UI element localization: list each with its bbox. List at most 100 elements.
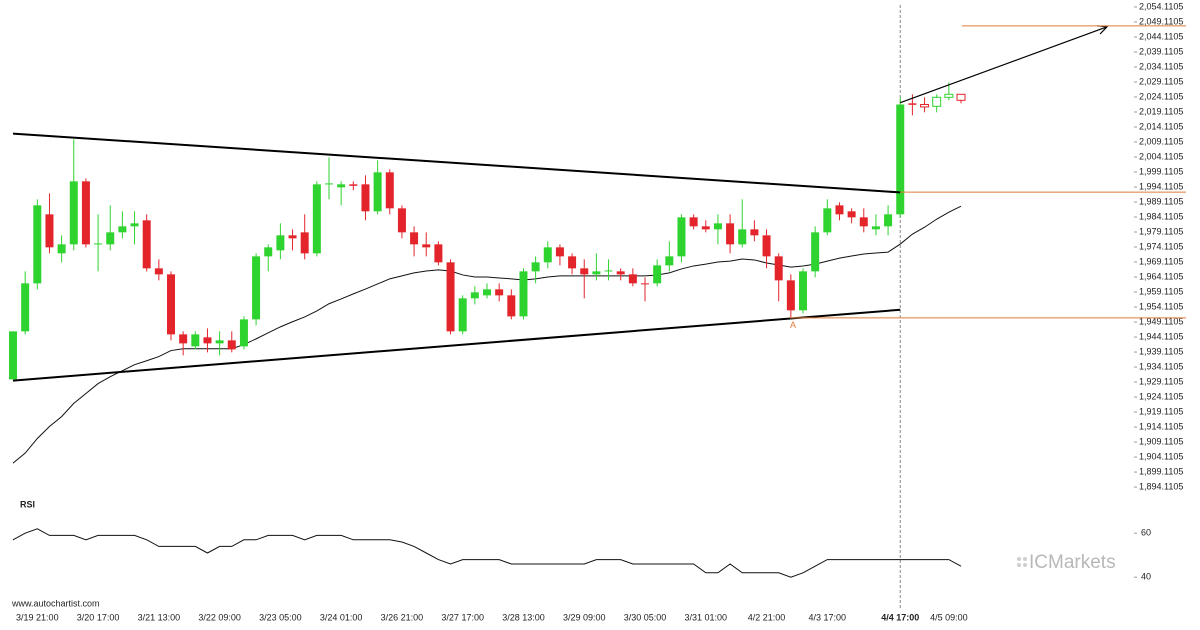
candle-body xyxy=(397,208,406,233)
x-tick-label: 3/29 09:00 xyxy=(563,612,606,622)
candle-body xyxy=(884,214,893,227)
moving-average xyxy=(12,205,962,464)
candle-body xyxy=(908,103,917,105)
candle-body xyxy=(774,256,783,281)
candle-body xyxy=(896,104,905,215)
candle-body xyxy=(276,235,285,251)
candle-body xyxy=(531,262,540,272)
candle-body xyxy=(628,274,637,284)
candle-body xyxy=(750,229,759,236)
candle-body xyxy=(154,268,163,275)
x-tick-label: 4/2 21:00 xyxy=(748,612,786,622)
resistance-line xyxy=(12,132,901,194)
y-tick-label: 2,009.1105 xyxy=(1139,136,1183,146)
x-tick-label: 3/31 01:00 xyxy=(685,612,728,622)
candle-body xyxy=(81,181,90,245)
x-tick-label: 3/30 05:00 xyxy=(624,612,667,622)
y-tick-label: 2,044.1105 xyxy=(1139,31,1183,41)
candle-body xyxy=(847,211,856,218)
rsi-tick-label: 60 xyxy=(1141,528,1151,538)
rsi-title: RSI xyxy=(20,499,35,509)
candle-body xyxy=(179,334,188,344)
candle-body xyxy=(786,280,795,311)
candle-body xyxy=(519,271,528,317)
y-tick-label: 1,954.1105 xyxy=(1139,301,1183,311)
candle-body xyxy=(264,247,273,257)
candle-body xyxy=(859,217,868,227)
y-tick-label: 1,999.1105 xyxy=(1139,166,1183,176)
candle-body xyxy=(677,217,686,257)
candle-body xyxy=(252,256,261,320)
x-tick-label: 3/22 09:00 xyxy=(198,612,241,622)
candle-body xyxy=(944,93,954,98)
candle-body xyxy=(470,292,479,299)
candle-body xyxy=(130,223,139,227)
candle-body xyxy=(604,270,613,272)
candle-body xyxy=(543,247,552,263)
watermark: ICMarkets xyxy=(1029,552,1116,573)
y-tick-label: 1,959.1105 xyxy=(1139,286,1183,296)
candle-body xyxy=(641,283,650,285)
candle-body xyxy=(920,104,930,108)
candle-body xyxy=(410,232,419,245)
candle-body xyxy=(33,205,42,284)
y-tick-label: 1,904.1105 xyxy=(1139,451,1183,461)
y-tick-label: 2,049.1105 xyxy=(1139,16,1183,26)
candle-body xyxy=(799,271,808,311)
candle-body xyxy=(555,247,564,257)
y-tick-label: 1,969.1105 xyxy=(1139,256,1183,266)
x-tick-label: 3/26 21:00 xyxy=(381,612,424,622)
candle-body xyxy=(167,274,176,335)
y-tick-label: 1,994.1105 xyxy=(1139,181,1183,191)
candle-body xyxy=(94,243,103,245)
candle-body xyxy=(434,244,443,263)
candle-body xyxy=(203,337,212,344)
candle-body xyxy=(956,93,966,101)
y-tick-label: 2,029.1105 xyxy=(1139,76,1183,86)
x-tick-label: 4/4 17:00 xyxy=(881,612,919,622)
source: www.autochartist.com xyxy=(11,598,100,608)
y-tick-label: 1,894.1105 xyxy=(1139,481,1183,491)
candle-body xyxy=(932,96,942,107)
y-tick-label: 1,939.1105 xyxy=(1139,346,1183,356)
x-tick-label: 4/5 09:00 xyxy=(930,612,968,622)
candle-body xyxy=(811,232,820,272)
candle-body xyxy=(337,184,346,188)
candle-body xyxy=(9,331,17,380)
watermark-icon xyxy=(1017,557,1027,567)
candle-body xyxy=(738,229,747,245)
candle-body xyxy=(616,271,625,275)
candle-body xyxy=(568,256,577,269)
y-tick-label: 1,974.1105 xyxy=(1139,241,1183,251)
candle-body xyxy=(227,340,236,350)
y-tick-label: 1,929.1105 xyxy=(1139,376,1183,386)
y-tick-label: 1,899.1105 xyxy=(1139,466,1183,476)
candle-body xyxy=(713,223,722,230)
x-tick-label: 3/28 13:00 xyxy=(502,612,545,622)
candle-body xyxy=(422,244,431,248)
x-tick-label: 3/19 21:00 xyxy=(16,612,59,622)
projection-arrow xyxy=(900,26,1108,104)
rsi-line xyxy=(12,528,962,578)
candle-body xyxy=(45,214,54,248)
candle-body xyxy=(726,223,735,245)
candle-body xyxy=(349,184,358,186)
x-tick-label: 3/23 05:00 xyxy=(259,612,302,622)
y-tick-label: 1,909.1105 xyxy=(1139,436,1183,446)
candle-body xyxy=(118,226,127,233)
candle-body xyxy=(835,205,844,215)
y-tick-label: 1,949.1105 xyxy=(1139,316,1183,326)
candle-body xyxy=(823,208,832,233)
rsi-tick-label: 40 xyxy=(1141,572,1151,582)
candle-body xyxy=(69,181,78,245)
candle-body xyxy=(239,319,248,347)
candle-body xyxy=(361,184,370,212)
candle-body xyxy=(580,268,589,275)
y-tick-label: 2,019.1105 xyxy=(1139,106,1183,116)
y-tick-label: 1,944.1105 xyxy=(1139,331,1183,341)
candle-body xyxy=(507,295,516,317)
support-line xyxy=(12,308,901,382)
candle-body xyxy=(592,271,601,275)
y-tick-label: 1,979.1105 xyxy=(1139,226,1183,236)
